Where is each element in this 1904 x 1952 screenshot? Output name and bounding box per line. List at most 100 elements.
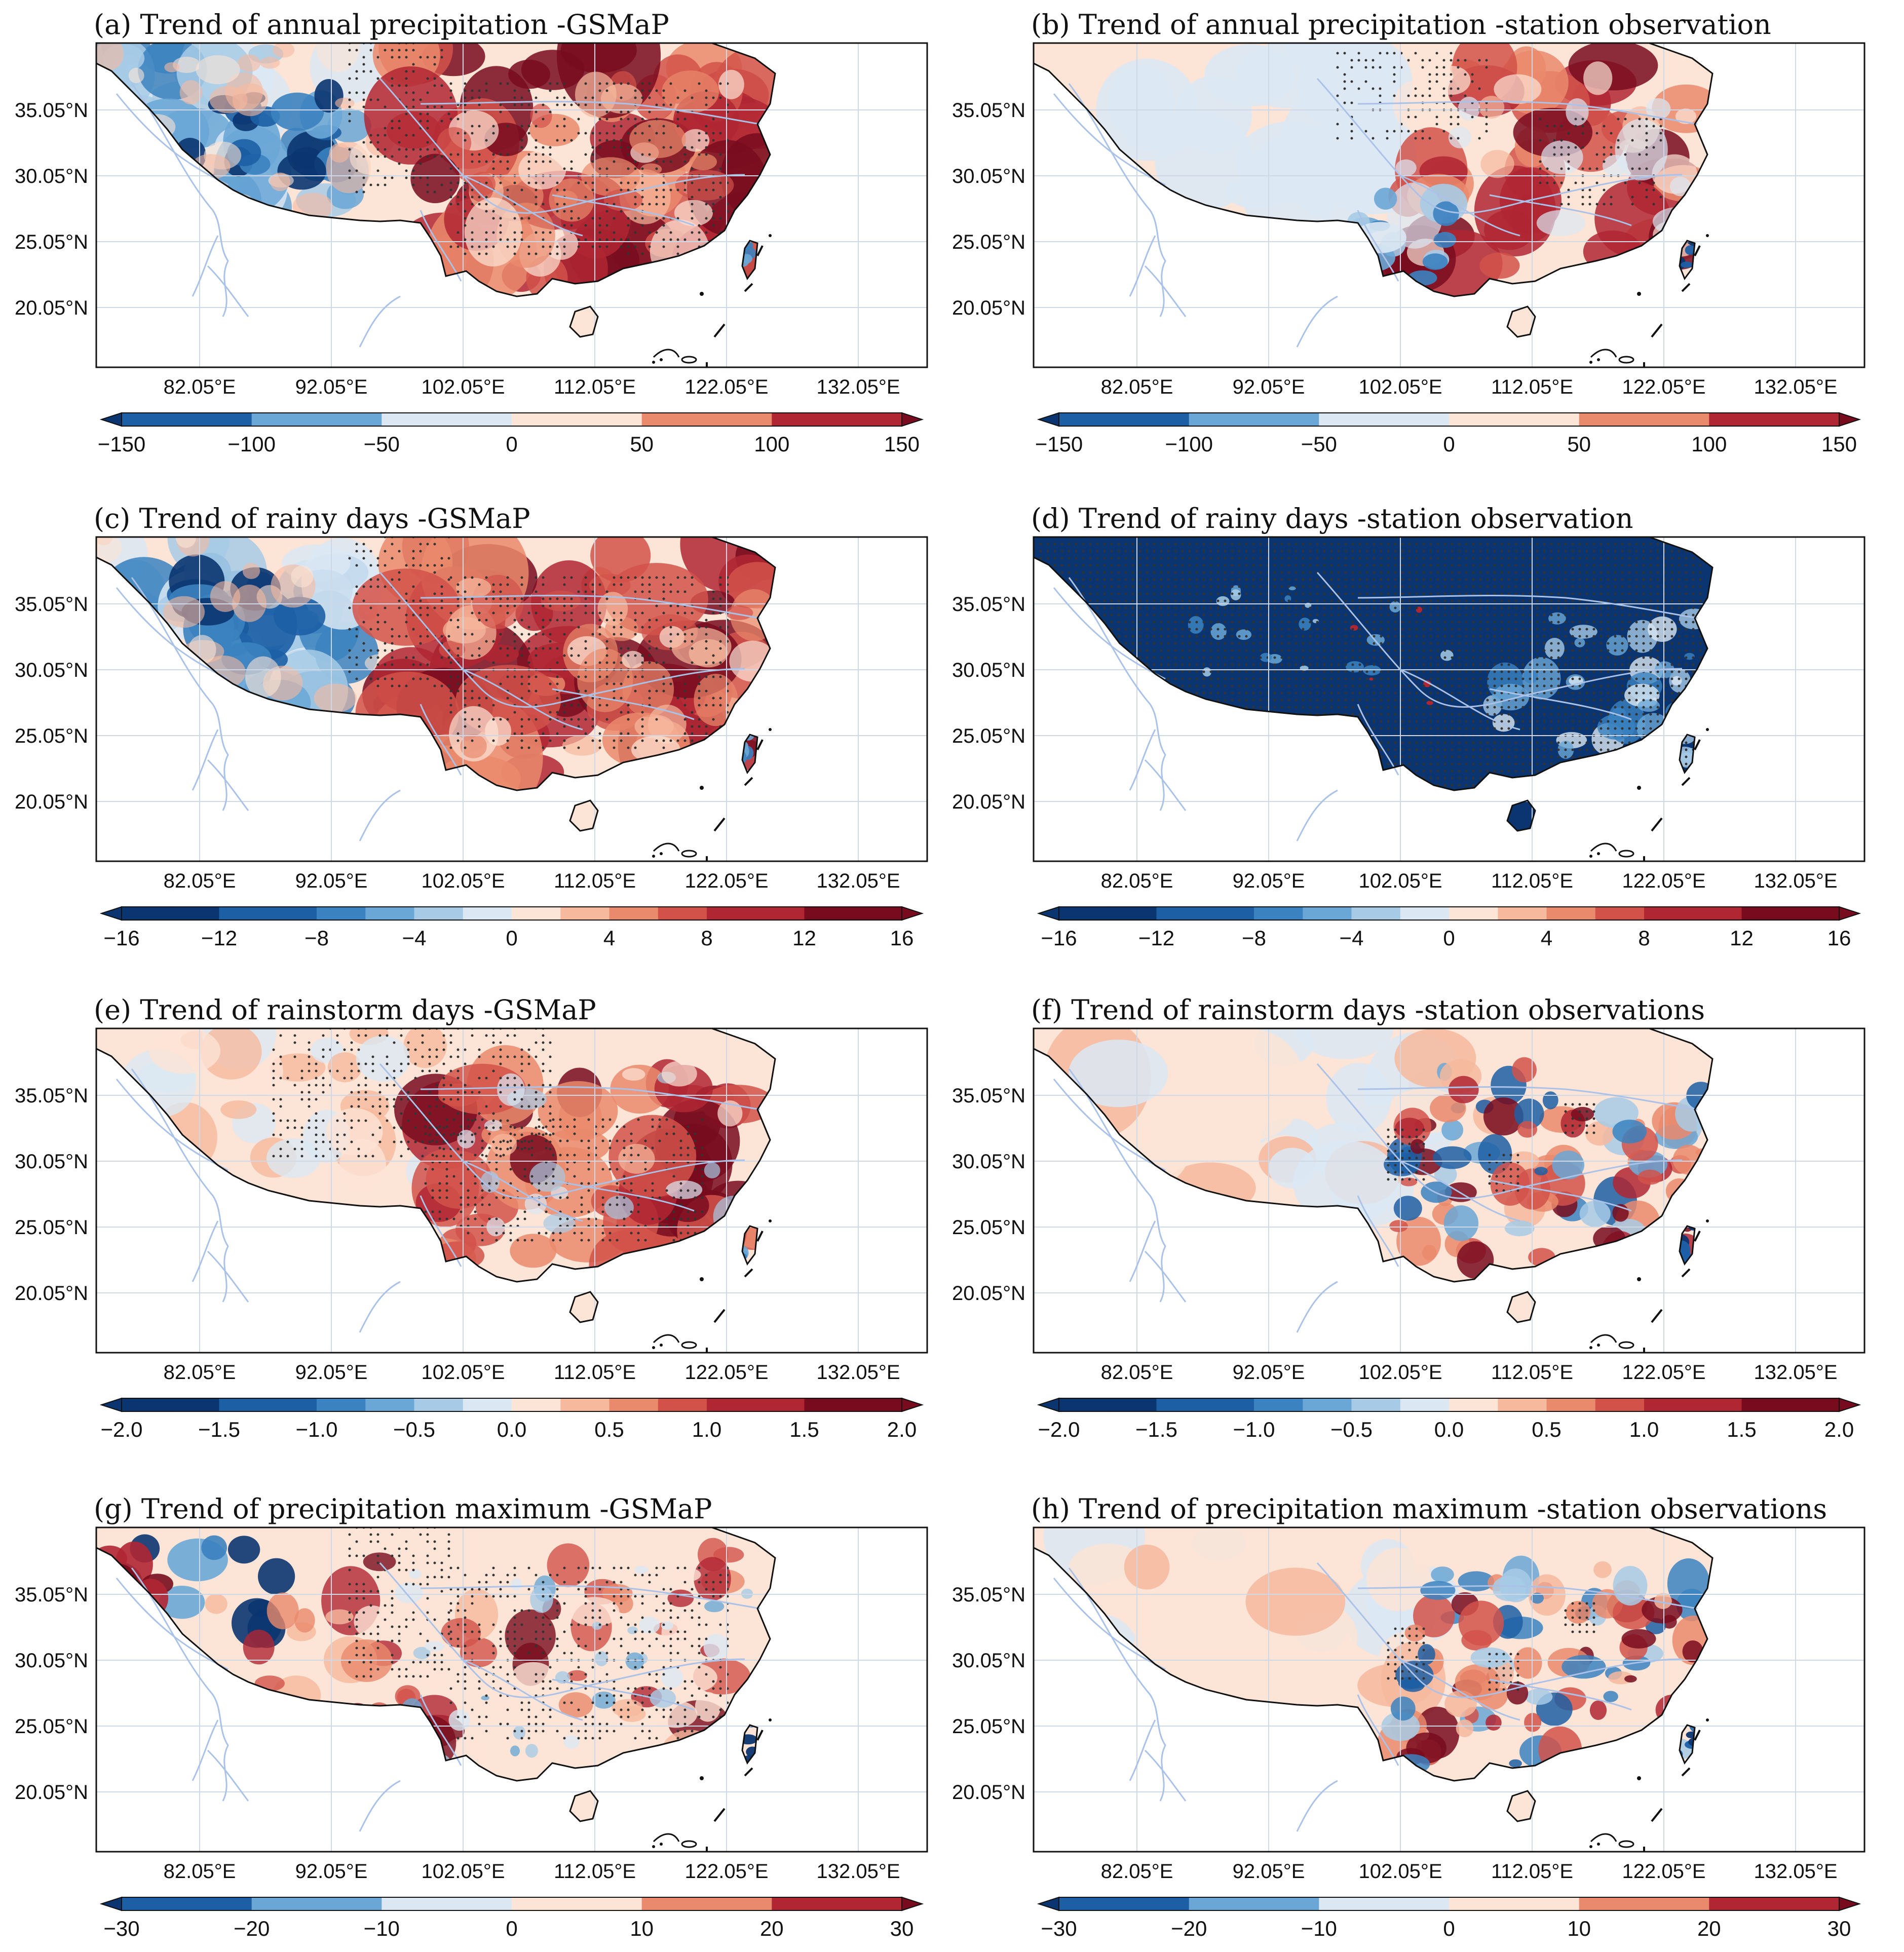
- island: [700, 786, 704, 790]
- field-blob: [563, 1735, 580, 1749]
- island: [1706, 234, 1709, 237]
- lon-tick-label: 112.05°E: [1491, 1361, 1573, 1384]
- field-blob: [1236, 629, 1252, 640]
- map-frame: [1033, 1526, 1865, 1853]
- lat-tick-label: 20.05°N: [952, 297, 1025, 319]
- field-blob: [1423, 680, 1431, 687]
- field-blob: [538, 1081, 618, 1141]
- field-blob: [1486, 1714, 1502, 1731]
- river-line: [461, 668, 583, 731]
- field-blob: [329, 143, 350, 163]
- colorbar-bin: [251, 1897, 382, 1910]
- field-blob: [426, 1151, 492, 1209]
- colorbar-bin: [1303, 1398, 1352, 1411]
- lon-tick-label: 82.05°E: [1101, 1361, 1173, 1384]
- colorbar-tick-label: 20: [760, 1917, 784, 1940]
- colorbar-bin: [1595, 907, 1645, 920]
- colorbar-bin: [219, 1398, 269, 1411]
- coast-line: [653, 1334, 680, 1344]
- colorbar-tick-label: −50: [1301, 432, 1337, 456]
- field-blob: [704, 1162, 720, 1178]
- colorbar-bin: [1059, 413, 1190, 426]
- colorbar-tick-label: 0.0: [1434, 1418, 1464, 1441]
- colorbar-bin: [755, 907, 805, 920]
- field-blob: [266, 1138, 321, 1178]
- field-blob: [1432, 66, 1471, 95]
- lon-tick-label: 112.05°E: [554, 1361, 636, 1384]
- panel-title: (e) Trend of rainstorm days -GSMaP: [94, 994, 596, 1026]
- field-blob: [1552, 1151, 1585, 1179]
- colorbar-bin: [512, 413, 642, 426]
- river-line: [116, 1578, 229, 1670]
- island: [700, 1277, 704, 1281]
- river-line: [192, 1719, 219, 1781]
- boundary-dash: [1694, 1231, 1701, 1242]
- field-blob: [1523, 668, 1538, 684]
- colorbar-bin: [365, 1398, 415, 1411]
- colorbar-bin: [1400, 1398, 1450, 1411]
- colorbar-tick-label: 12: [1730, 926, 1754, 950]
- colorbar-bin: [1579, 413, 1709, 426]
- field-blob: [1585, 1121, 1614, 1146]
- field-blob: [1513, 1647, 1542, 1679]
- field-blob: [741, 1588, 753, 1599]
- colorbar-arrow-low: [1037, 412, 1059, 427]
- colorbar-tick-label: 100: [1691, 432, 1727, 456]
- boundary-dash: [713, 817, 726, 832]
- colorbar-bin: [1319, 1897, 1450, 1910]
- colorbar-tick-label: 0: [1443, 926, 1455, 950]
- colorbar-tick-label: −1.0: [1233, 1418, 1275, 1441]
- lon-tick-label: 132.05°E: [1754, 1361, 1837, 1384]
- colorbar-bin: [317, 1398, 366, 1411]
- graticule: [1034, 537, 1864, 861]
- field-blob: [1404, 1624, 1425, 1641]
- graticule: [1034, 43, 1864, 367]
- colorbar-arrow-high: [901, 1397, 924, 1412]
- coast-line: [653, 349, 680, 358]
- lat-tick-label: 30.05°N: [15, 165, 88, 187]
- colorbar-bin: [1709, 1897, 1840, 1910]
- lon-tick-label: 92.05°E: [1233, 376, 1305, 398]
- colorbar-tick-label: 0: [506, 432, 517, 456]
- island: [1637, 1776, 1641, 1780]
- field-blob: [689, 153, 717, 170]
- south-china-sea-islands: [1589, 1718, 1709, 1852]
- lon-tick-label: 82.05°E: [1101, 376, 1173, 398]
- island: [681, 1341, 697, 1349]
- panel-title: (c) Trend of rainy days -GSMaP: [94, 503, 530, 534]
- colorbar-bin: [122, 1398, 171, 1411]
- colorbar-bin: [1546, 1398, 1596, 1411]
- field-blob: [634, 1565, 649, 1574]
- colorbar-tick-label: −100: [1165, 432, 1213, 456]
- lat-tick-label: 20.05°N: [952, 1781, 1025, 1804]
- colorbar-bin: [1059, 1398, 1108, 1411]
- field-blob: [1350, 625, 1358, 631]
- panel-title: (g) Trend of precipitation maximum -GSMa…: [94, 1493, 712, 1525]
- field-blob: [629, 120, 686, 159]
- lon-tick-label: 112.05°E: [554, 870, 636, 892]
- field-blob: [558, 1692, 593, 1718]
- island: [1597, 1344, 1600, 1347]
- colorbar-tick-label: 50: [1567, 432, 1591, 456]
- field-blob: [490, 1134, 517, 1156]
- field-blob: [1124, 1544, 1170, 1590]
- panel-title: (d) Trend of rainy days -station observa…: [1031, 503, 1633, 534]
- field-blob: [420, 1661, 447, 1690]
- significance-stippling: [348, 537, 729, 749]
- field-blob: [666, 1180, 703, 1199]
- lon-tick-label: 132.05°E: [816, 1860, 900, 1883]
- field-blob: [1642, 1596, 1683, 1624]
- colorbar-arrow-low: [99, 906, 122, 921]
- lat-tick-label: 20.05°N: [15, 791, 88, 813]
- field-blob: [618, 1143, 655, 1174]
- colorbar-tick-label: −0.5: [1330, 1418, 1373, 1441]
- field-blob: [1455, 1664, 1500, 1701]
- field-blob: [316, 43, 360, 72]
- field-blob: [575, 71, 617, 118]
- colorbar-tick-label: −2.0: [1038, 1418, 1080, 1441]
- lat-tick-label: 30.05°N: [15, 1650, 88, 1672]
- field-blob: [661, 1061, 697, 1087]
- colorbar-bin: [1693, 1398, 1742, 1411]
- lon-tick-label: 122.05°E: [1622, 376, 1705, 398]
- lon-tick-label: 82.05°E: [164, 1860, 236, 1883]
